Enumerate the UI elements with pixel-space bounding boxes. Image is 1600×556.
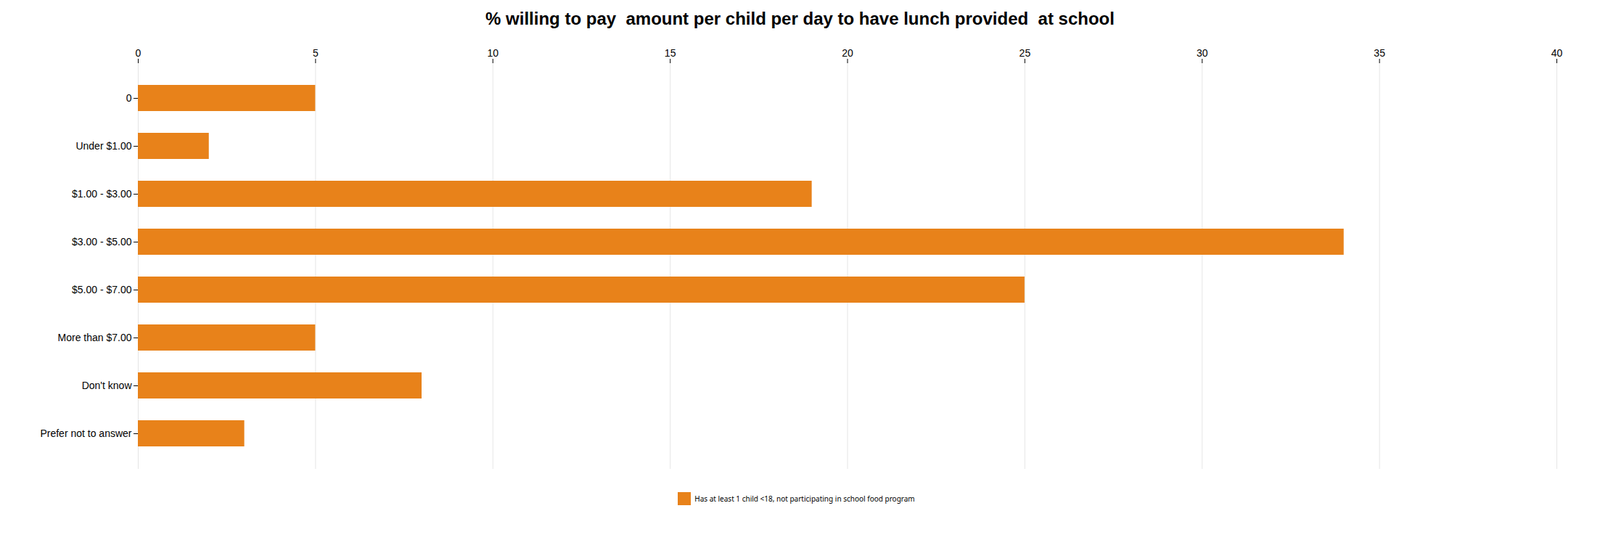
html-text:% willing to pay amount per ch: % willing to pay amount per child per da…: [485, 8, 1115, 29]
html-text:Has at least 1 child <18, not: Has at least 1 child <18, not participat…: [694, 493, 915, 504]
svg-text:0: 0: [135, 47, 142, 59]
svg-text:10: 10: [486, 47, 499, 59]
svg-text:30: 30: [1196, 47, 1209, 59]
svg-text:15: 15: [664, 47, 677, 59]
svg-text:40: 40: [1551, 47, 1563, 59]
svg-text:More than $7.00: More than $7.00: [58, 331, 133, 344]
svg-text:$1.00 - $3.00: $1.00 - $3.00: [71, 187, 133, 200]
svg-text:0: 0: [126, 92, 133, 104]
svg-text:Under $1.00: Under $1.00: [75, 140, 132, 152]
svg-text:$3.00 - $5.00: $3.00 - $5.00: [71, 235, 133, 248]
svg-text:$5.00 - $7.00: $5.00 - $7.00: [71, 283, 133, 296]
svg-text:25: 25: [1019, 47, 1032, 59]
svg-text:5: 5: [312, 47, 319, 59]
svg-text:20: 20: [841, 47, 854, 59]
svg-text:Don't know: Don't know: [81, 379, 133, 392]
svg-text:35: 35: [1373, 47, 1386, 59]
svg-text:Prefer not to answer: Prefer not to answer: [39, 427, 132, 440]
